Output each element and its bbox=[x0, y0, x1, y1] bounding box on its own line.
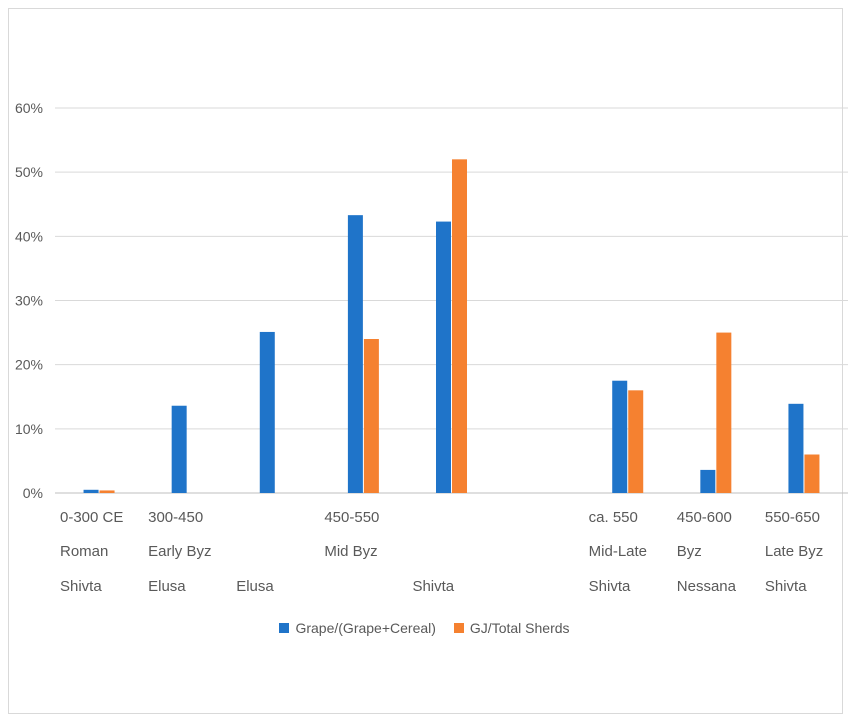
bar-gj bbox=[363, 339, 379, 493]
bar-gj bbox=[716, 332, 732, 493]
y-tick-label: 0% bbox=[23, 485, 43, 501]
bar-grape bbox=[612, 380, 628, 493]
bar-grape bbox=[436, 221, 451, 493]
x-label-site: Shivta bbox=[765, 578, 807, 595]
legend-label-grape: Grape/(Grape+Cereal) bbox=[295, 620, 436, 636]
x-label-site: Elusa bbox=[236, 578, 274, 595]
y-tick-label: 60% bbox=[15, 100, 43, 116]
x-label-date: 550-650 bbox=[765, 509, 820, 526]
x-label-site: Nessana bbox=[677, 578, 737, 595]
y-tick-label: 20% bbox=[15, 357, 43, 373]
bar-gj bbox=[99, 490, 115, 493]
x-label-site: Shivta bbox=[412, 578, 454, 595]
bars bbox=[83, 159, 820, 494]
legend-swatch-gj bbox=[453, 623, 464, 633]
legend-swatch-grape bbox=[279, 623, 290, 633]
x-label-date: 450-600 bbox=[677, 509, 732, 526]
legend-item-gj: GJ/Total Sherds bbox=[453, 620, 570, 636]
bar-grape bbox=[700, 469, 716, 493]
bar-gj bbox=[804, 454, 820, 493]
y-axis-ticks: 0% 10% 20% 30% 40% 50% 60% bbox=[15, 100, 43, 501]
bar-grape bbox=[83, 489, 99, 493]
bar-grape bbox=[171, 405, 187, 493]
x-label-date: ca. 550 bbox=[589, 509, 638, 526]
x-label-period: Byz bbox=[677, 543, 702, 560]
x-label-period: Mid Byz bbox=[324, 543, 377, 560]
x-label-date: 300-450 bbox=[148, 509, 203, 526]
x-label-period: Early Byz bbox=[148, 543, 211, 560]
chart-frame bbox=[8, 8, 843, 714]
legend-label-gj: GJ/Total Sherds bbox=[469, 620, 570, 636]
bar-grape bbox=[788, 403, 804, 493]
x-label-period: Late Byz bbox=[765, 543, 823, 560]
y-tick-label: 50% bbox=[15, 164, 43, 180]
y-tick-label: 30% bbox=[15, 293, 43, 309]
legend: Grape/(Grape+Cereal) GJ/Total Sherds bbox=[0, 620, 849, 636]
bar-gj bbox=[628, 390, 644, 493]
x-label-period: Roman bbox=[60, 543, 108, 560]
x-label-site: Shivta bbox=[589, 578, 631, 595]
x-label-site: Shivta bbox=[60, 578, 102, 595]
y-tick-label: 10% bbox=[15, 421, 43, 437]
bar-gj bbox=[452, 159, 467, 494]
y-tick-label: 40% bbox=[15, 228, 43, 244]
x-label-date: 0-300 CE bbox=[60, 509, 123, 526]
x-label-date: 450-550 bbox=[324, 509, 379, 526]
x-label-site: Elusa bbox=[148, 578, 186, 595]
gridlines bbox=[55, 107, 848, 494]
legend-item-grape: Grape/(Grape+Cereal) bbox=[279, 620, 436, 636]
x-axis-labels: 0-300 CE Roman Shivta 300-450 Early Byz Elusa… bbox=[60, 509, 823, 595]
x-label-period: Mid-Late bbox=[589, 543, 647, 560]
bar-grape bbox=[347, 215, 363, 494]
bar-grape bbox=[259, 331, 275, 493]
